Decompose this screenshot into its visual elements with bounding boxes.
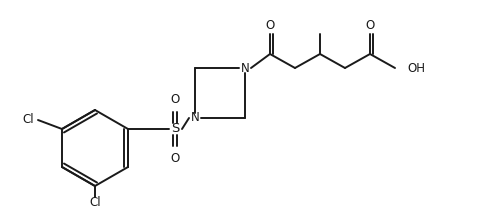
Text: O: O xyxy=(265,19,275,32)
Text: S: S xyxy=(171,123,179,136)
Text: O: O xyxy=(170,152,180,165)
Text: N: N xyxy=(191,111,199,124)
Text: O: O xyxy=(365,19,375,32)
Text: Cl: Cl xyxy=(22,114,34,126)
Text: O: O xyxy=(170,94,180,107)
Text: Cl: Cl xyxy=(89,196,101,208)
Text: N: N xyxy=(241,61,249,75)
Text: OH: OH xyxy=(407,61,425,75)
